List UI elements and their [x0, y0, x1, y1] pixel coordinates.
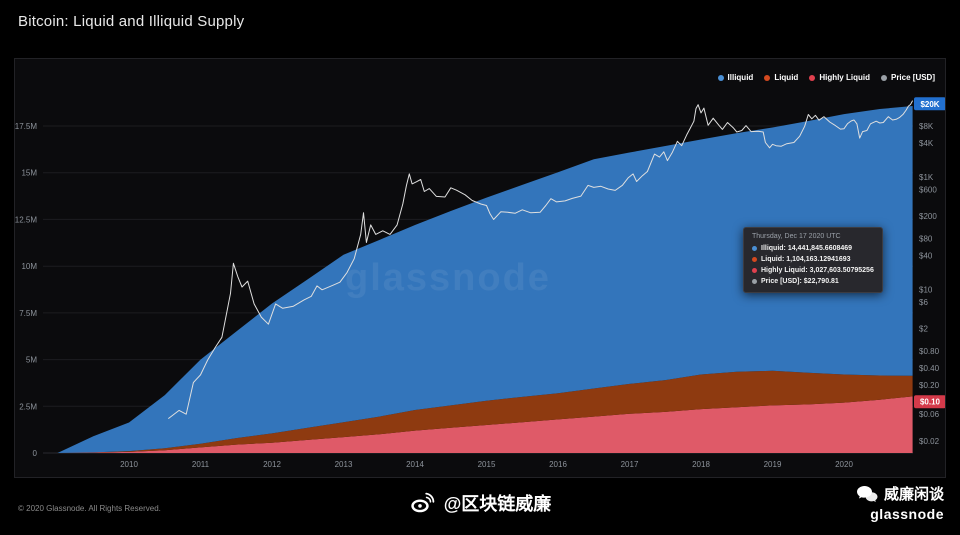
- y-right-tick: $6: [919, 298, 928, 307]
- y-right-tick: $10: [919, 285, 933, 294]
- wechat-icon: [856, 485, 878, 503]
- y-left-tick: 5M: [26, 356, 37, 365]
- supply-price-chart[interactable]: 0 2.5M 5M 7.5M 10M 12.5M 15M 17.5M $20K $8K $4K $1K…: [15, 59, 945, 477]
- page-title: Bitcoin: Liquid and Illiquid Supply: [18, 13, 245, 30]
- weibo-handle: @区块链威廉: [443, 494, 552, 514]
- y-right-tick: $0.80: [919, 347, 940, 356]
- x-tick: 2019: [764, 460, 782, 469]
- tooltip-date: Thursday, Dec 17 2020 UTC: [752, 233, 841, 240]
- y-right-tick: $200: [919, 212, 937, 221]
- tooltip-row: Highly Liquid: 3,027,603.50795256: [752, 265, 874, 276]
- y-left-tick: 2.5M: [19, 402, 37, 411]
- y-right-tick: $0.20: [919, 381, 940, 390]
- y-left-tick: 12.5M: [15, 215, 37, 224]
- tooltip-row: Liquid: 1,104,163.12941693: [752, 254, 874, 265]
- weibo-icon: [409, 492, 435, 514]
- x-tick: 2018: [692, 460, 710, 469]
- x-tick: 2014: [406, 460, 424, 469]
- glassnode-wordmark: glassnode: [870, 506, 944, 522]
- legend-dot-price-usd: [880, 74, 887, 81]
- y-left-tick: 0: [33, 449, 38, 458]
- x-tick: 2015: [478, 460, 496, 469]
- y-right-tick: $80: [919, 235, 933, 244]
- legend-item-illiquid[interactable]: Illiquid: [717, 73, 754, 82]
- copyright-text: © 2020 Glassnode. All Rights Reserved.: [18, 504, 161, 513]
- x-tick: 2020: [835, 460, 853, 469]
- x-tick: 2016: [549, 460, 567, 469]
- y-right-tick: $1K: [919, 173, 934, 182]
- x-tick: 2013: [335, 460, 353, 469]
- legend-label-liquid: Liquid: [774, 73, 799, 82]
- tooltip-row: Illiquid: 14,441,845.6608469: [752, 243, 874, 254]
- y-left-tick: 7.5M: [19, 309, 37, 318]
- area-illiquid[interactable]: [57, 106, 913, 453]
- x-tick: 2012: [263, 460, 281, 469]
- area-highly-liquid[interactable]: [57, 396, 913, 453]
- chart-legend: Illiquid Liquid Highly Liquid Price [USD]: [717, 73, 935, 82]
- legend-label-illiquid: Illiquid: [727, 73, 754, 82]
- y-right-tick: $40: [919, 252, 933, 261]
- y-right-tick: $2: [919, 325, 928, 334]
- legend-label-highly-liquid: Highly Liquid: [819, 73, 870, 82]
- legend-item-liquid[interactable]: Liquid: [764, 73, 798, 82]
- legend-dot-highly-liquid: [809, 74, 816, 81]
- tooltip-rows: Illiquid: 14,441,845.6608469 Liquid: 1,10…: [752, 243, 874, 287]
- weibo-brand: @区块链威廉: [0, 490, 960, 516]
- legend-label-price-usd: Price [USD]: [890, 73, 935, 82]
- y-right-tick: $600: [919, 185, 937, 194]
- y-left-tick: 17.5M: [15, 122, 37, 131]
- y-left-tick: 10M: [21, 262, 37, 271]
- x-tick: 2011: [192, 460, 210, 469]
- y-right-tick: $8K: [919, 122, 934, 131]
- legend-dot-liquid: [764, 74, 771, 81]
- x-tick: 2017: [621, 460, 639, 469]
- y-right-badge: [914, 97, 945, 111]
- legend-item-highly-liquid[interactable]: Highly Liquid: [809, 73, 870, 82]
- y-right-tick: $4K: [919, 139, 934, 148]
- x-tick: 2010: [120, 460, 138, 469]
- y-right-tick: $20K: [920, 100, 939, 109]
- area-liquid[interactable]: [57, 370, 913, 453]
- legend-dot-illiquid: [717, 74, 724, 81]
- wechat-brand: 威廉闲谈 glassnode: [856, 483, 944, 522]
- y-right-tick: $0.02: [919, 437, 940, 446]
- y-right-tick: $0.10: [920, 398, 941, 407]
- y-right-badge: [914, 395, 945, 409]
- price-line[interactable]: [167, 100, 914, 419]
- legend-item-price-usd[interactable]: Price [USD]: [880, 73, 935, 82]
- tooltip-row: Price [USD]: $22,790.81: [752, 276, 874, 287]
- wechat-name: 威廉闲谈: [883, 486, 944, 503]
- y-left-tick: 15M: [21, 169, 37, 178]
- y-right-tick: $0.06: [919, 410, 940, 419]
- y-right-tick: $0.40: [919, 364, 940, 373]
- chart-tooltip: Thursday, Dec 17 2020 UTC Illiquid: 14,4…: [743, 227, 883, 293]
- chart-panel: 0 2.5M 5M 7.5M 10M 12.5M 15M 17.5M $20K $8K $4K $1K…: [14, 58, 946, 478]
